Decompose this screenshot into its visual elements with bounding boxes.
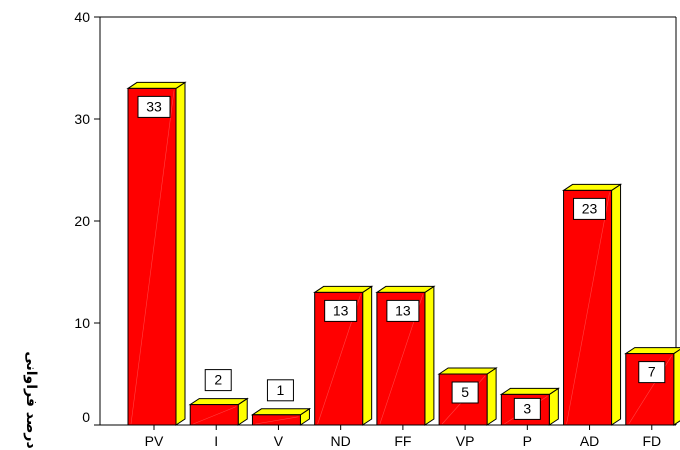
bar-shade <box>255 416 299 425</box>
data-label-box <box>324 299 358 322</box>
bar-top <box>250 408 312 416</box>
bar-side <box>362 285 373 426</box>
bar-shade <box>566 192 610 425</box>
bar-top <box>313 285 374 293</box>
data-labels: 33 2 1 13 13 5 3 23 7 <box>137 95 666 420</box>
data-label-box <box>513 397 541 420</box>
y-tick-label: 10 <box>74 315 90 331</box>
data-label-box <box>573 197 607 220</box>
bar-shade <box>130 90 175 425</box>
bar-front <box>189 404 239 426</box>
x-tick-label: I <box>214 433 218 449</box>
data-label: 2 <box>214 372 222 388</box>
bar-top <box>126 81 187 89</box>
data-label-box <box>386 299 420 322</box>
y-tick-label: 40 <box>74 9 90 25</box>
x-tick-label: P <box>523 433 532 449</box>
bar-v <box>250 407 312 426</box>
bar-side <box>611 183 622 426</box>
bar-ad <box>561 183 623 426</box>
bar-front <box>127 87 177 426</box>
bar-front <box>563 189 613 426</box>
data-label: 5 <box>461 384 469 400</box>
x-tick-label: PV <box>145 433 164 449</box>
bar-side <box>673 348 680 426</box>
bar-top <box>375 285 436 293</box>
bar-top <box>188 398 249 406</box>
data-label: 13 <box>395 302 411 318</box>
bar-side <box>424 285 435 426</box>
bar-side <box>175 81 186 426</box>
x-tick-label: FD <box>642 433 661 449</box>
data-label-box <box>204 369 232 392</box>
data-label: 33 <box>146 98 162 114</box>
bar-top <box>561 183 623 191</box>
bar-side <box>486 367 497 426</box>
bar-front <box>251 414 301 426</box>
y-tick-labels: 0 10 20 30 40 <box>74 9 90 425</box>
data-label: 1 <box>277 382 285 398</box>
data-label: 3 <box>523 400 531 416</box>
y-tick-label: 0 <box>82 409 90 425</box>
bar-pv <box>126 81 187 426</box>
bar-shade <box>193 406 237 425</box>
y-tick-label: 30 <box>74 111 90 127</box>
bar-top <box>499 387 560 395</box>
data-label-box <box>266 379 294 402</box>
data-label-box <box>137 95 171 118</box>
bar-top <box>437 367 498 375</box>
x-tick-labels: PV I V ND FF VP P AD FD <box>145 433 661 449</box>
data-label-box <box>638 361 666 384</box>
data-label-box <box>451 381 479 404</box>
data-label: 23 <box>582 200 598 216</box>
data-label: 7 <box>648 364 656 380</box>
x-tick-label: ND <box>331 433 351 449</box>
x-tick-label: FF <box>394 433 411 449</box>
x-tick-label: VP <box>456 433 475 449</box>
bars <box>126 81 680 426</box>
bar-fd <box>624 347 680 426</box>
y-tick-label: 20 <box>74 213 90 229</box>
x-tick-label: V <box>274 433 284 449</box>
data-label: 13 <box>333 302 349 318</box>
bar-i <box>188 397 249 426</box>
x-tick-label: AD <box>580 433 599 449</box>
y-axis-label: درصد فراوانی <box>23 351 39 448</box>
bar-top <box>624 347 680 355</box>
